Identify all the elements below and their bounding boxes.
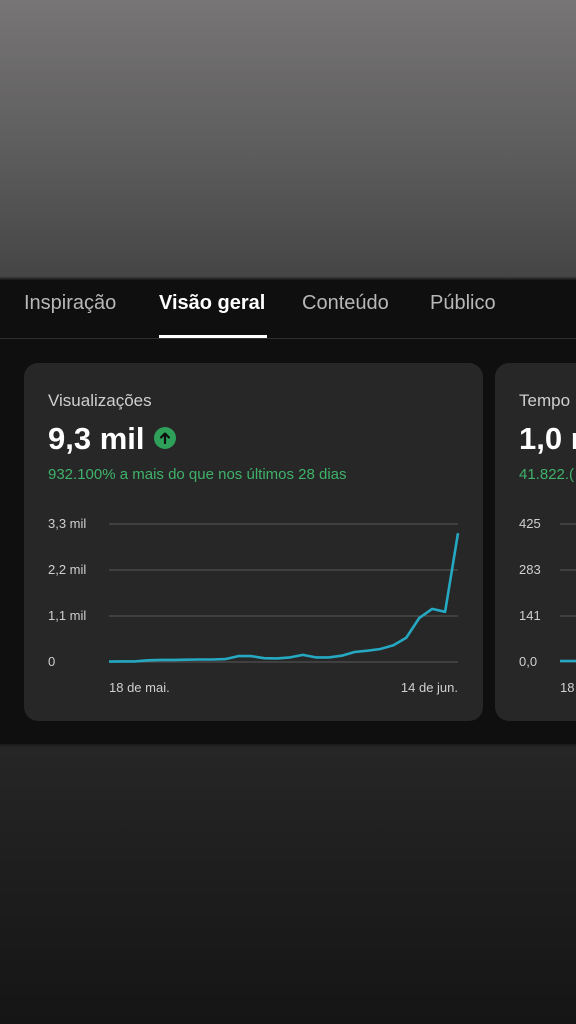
tab-inspiracao[interactable]: Inspiração: [24, 292, 117, 314]
y-tick-label: 283: [519, 562, 541, 577]
watch-time-line-chart: 0,0 141 283 425 18: [519, 516, 576, 695]
y-tick-label: 1,1 mil: [48, 608, 86, 623]
tab-visao-geral[interactable]: Visão geral: [159, 292, 266, 314]
watch-time-card-delta: 41.822.(: [519, 466, 575, 483]
watch-time-card-title: Tempo: [519, 391, 571, 410]
watch-time-card-value: 1,0 r: [519, 421, 576, 456]
y-tick-label: 425: [519, 516, 541, 531]
views-card[interactable]: Visualizações 9,3 mil 932.100% a mais do…: [24, 363, 483, 721]
y-tick-label: 0,0: [519, 654, 537, 669]
x-tick-label: 18 de mai.: [109, 680, 170, 695]
views-series-line: [108, 532, 460, 663]
y-tick-label: 2,2 mil: [48, 562, 86, 577]
views-line-chart: 0 1,1 mil 2,2 mil 3,3 mil 18 de mai. 14 de ju…: [48, 516, 460, 695]
analytics-panel: Inspiração Visão geral Conteúdo Público …: [0, 280, 576, 744]
views-card-value: 9,3 mil: [48, 421, 145, 456]
y-tick-label: 3,3 mil: [48, 516, 86, 531]
views-card-title: Visualizações: [48, 391, 152, 410]
active-tab-indicator: [159, 335, 267, 338]
x-tick-label: 18: [560, 680, 574, 695]
tab-bar: Inspiração Visão geral Conteúdo Público: [0, 280, 576, 339]
tab-publico[interactable]: Público: [430, 292, 496, 314]
y-tick-label: 0: [48, 654, 55, 669]
y-tick-label: 141: [519, 608, 541, 623]
views-card-delta: 932.100% a mais do que nos últimos 28 di…: [48, 466, 347, 483]
tab-conteudo[interactable]: Conteúdo: [302, 292, 389, 314]
watch-time-card[interactable]: Tempo 1,0 r 41.822.( 0,0 141 283 425 18: [495, 363, 576, 721]
x-tick-label: 14 de jun.: [401, 680, 458, 695]
arrow-up-circle-icon: [154, 427, 176, 449]
